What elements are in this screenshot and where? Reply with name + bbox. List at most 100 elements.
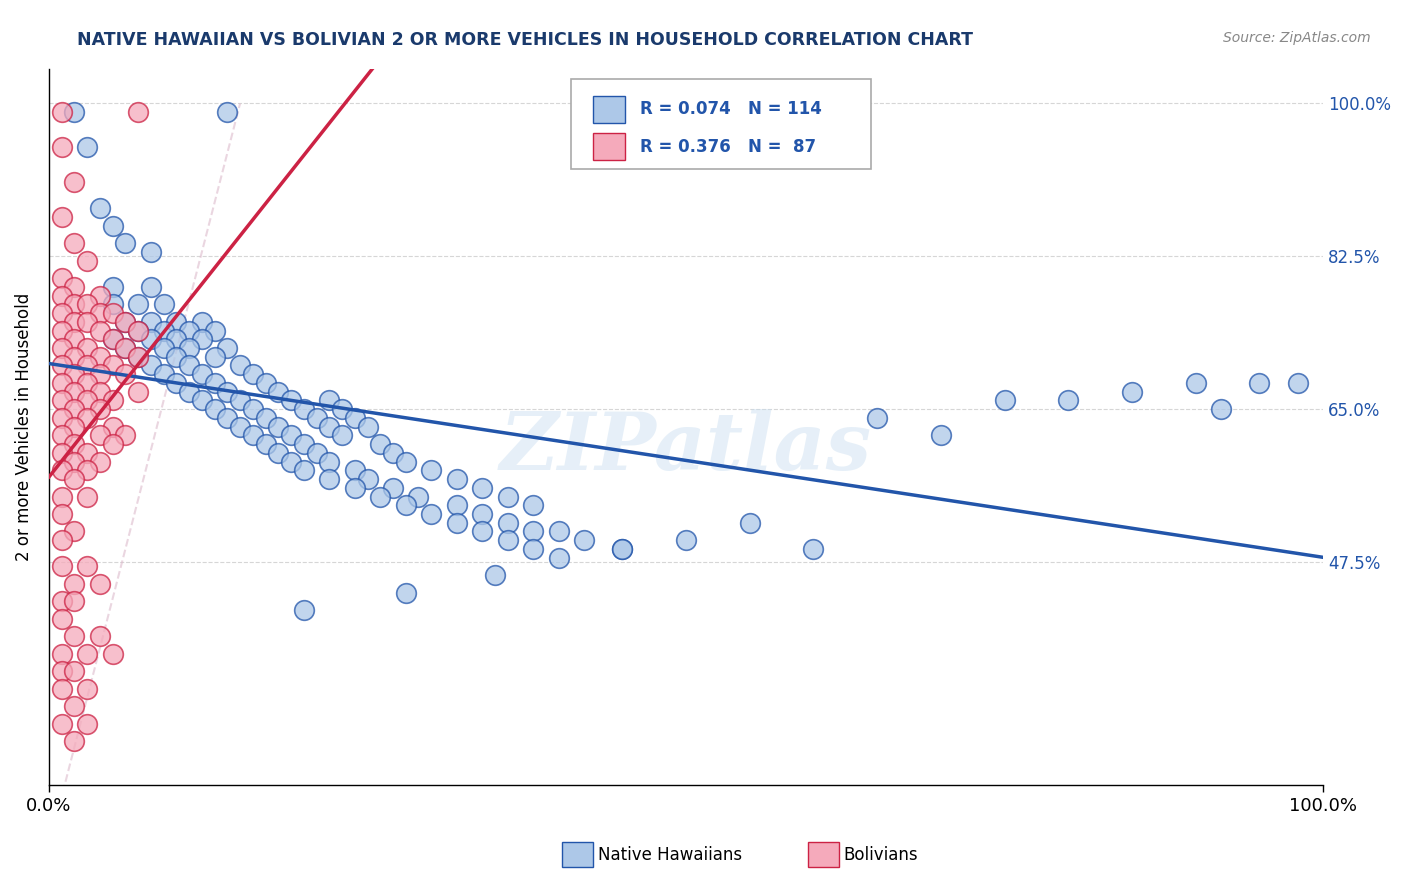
Point xyxy=(76,297,98,311)
Point xyxy=(101,647,124,661)
Point xyxy=(217,411,239,425)
Point xyxy=(217,105,239,120)
Point xyxy=(101,280,124,294)
Point xyxy=(51,664,73,678)
Point xyxy=(63,384,86,399)
Point xyxy=(229,393,252,408)
Point xyxy=(63,472,86,486)
Point xyxy=(127,297,149,311)
Point xyxy=(318,419,340,434)
Point xyxy=(318,393,340,408)
Point xyxy=(76,411,98,425)
Point xyxy=(89,384,111,399)
Point xyxy=(152,297,174,311)
Point xyxy=(280,454,302,468)
Point xyxy=(63,699,86,714)
Point xyxy=(229,419,252,434)
Point xyxy=(51,463,73,477)
Point xyxy=(63,332,86,346)
Point xyxy=(63,350,86,364)
Point xyxy=(76,393,98,408)
FancyBboxPatch shape xyxy=(593,95,624,123)
Point xyxy=(101,332,124,346)
Point xyxy=(318,454,340,468)
Point xyxy=(305,446,328,460)
Point xyxy=(101,306,124,320)
Point xyxy=(63,280,86,294)
Point xyxy=(420,507,443,521)
Point xyxy=(254,411,277,425)
Point xyxy=(114,315,136,329)
Point xyxy=(51,210,73,224)
Point xyxy=(330,402,353,417)
Point xyxy=(89,629,111,643)
Point xyxy=(292,402,315,417)
Point xyxy=(242,368,264,382)
Point xyxy=(127,350,149,364)
Point xyxy=(63,297,86,311)
Point xyxy=(382,481,405,495)
Point xyxy=(76,359,98,373)
Point xyxy=(292,437,315,451)
Point xyxy=(114,236,136,251)
Point xyxy=(101,332,124,346)
Point xyxy=(547,550,569,565)
Point xyxy=(408,490,430,504)
Point xyxy=(165,350,187,364)
Point xyxy=(471,481,494,495)
Point xyxy=(343,463,366,477)
Point xyxy=(89,201,111,215)
Point xyxy=(139,359,162,373)
Point xyxy=(572,533,595,548)
Point xyxy=(139,244,162,259)
Point xyxy=(803,541,825,556)
Point xyxy=(114,341,136,355)
Point xyxy=(51,288,73,302)
Point xyxy=(496,490,519,504)
Point xyxy=(522,524,544,539)
Point xyxy=(51,140,73,154)
Point xyxy=(63,594,86,608)
Point xyxy=(51,306,73,320)
Point xyxy=(191,393,214,408)
Point xyxy=(51,594,73,608)
Point xyxy=(89,288,111,302)
Point xyxy=(292,463,315,477)
Point xyxy=(395,498,418,512)
Point xyxy=(267,384,290,399)
Point xyxy=(127,324,149,338)
Point xyxy=(267,419,290,434)
Point xyxy=(139,315,162,329)
Point xyxy=(179,359,201,373)
Point xyxy=(76,253,98,268)
Point xyxy=(152,324,174,338)
Point xyxy=(101,393,124,408)
Point xyxy=(179,384,201,399)
Point xyxy=(63,524,86,539)
Point xyxy=(51,446,73,460)
Point xyxy=(76,716,98,731)
Point xyxy=(191,332,214,346)
Point xyxy=(305,411,328,425)
Point xyxy=(267,446,290,460)
Y-axis label: 2 or more Vehicles in Household: 2 or more Vehicles in Household xyxy=(15,293,32,561)
Point xyxy=(63,105,86,120)
Point xyxy=(368,437,391,451)
Point xyxy=(89,428,111,442)
Point xyxy=(76,140,98,154)
Point xyxy=(63,402,86,417)
Point xyxy=(1211,402,1233,417)
Point xyxy=(446,472,468,486)
Text: NATIVE HAWAIIAN VS BOLIVIAN 2 OR MORE VEHICLES IN HOUSEHOLD CORRELATION CHART: NATIVE HAWAIIAN VS BOLIVIAN 2 OR MORE VE… xyxy=(77,31,973,49)
Point xyxy=(471,507,494,521)
Point xyxy=(51,612,73,626)
Point xyxy=(51,559,73,574)
Point xyxy=(51,490,73,504)
Point xyxy=(114,315,136,329)
Point xyxy=(51,716,73,731)
Point xyxy=(356,419,378,434)
Point xyxy=(675,533,697,548)
Point xyxy=(280,393,302,408)
Point xyxy=(204,350,226,364)
Point xyxy=(292,603,315,617)
